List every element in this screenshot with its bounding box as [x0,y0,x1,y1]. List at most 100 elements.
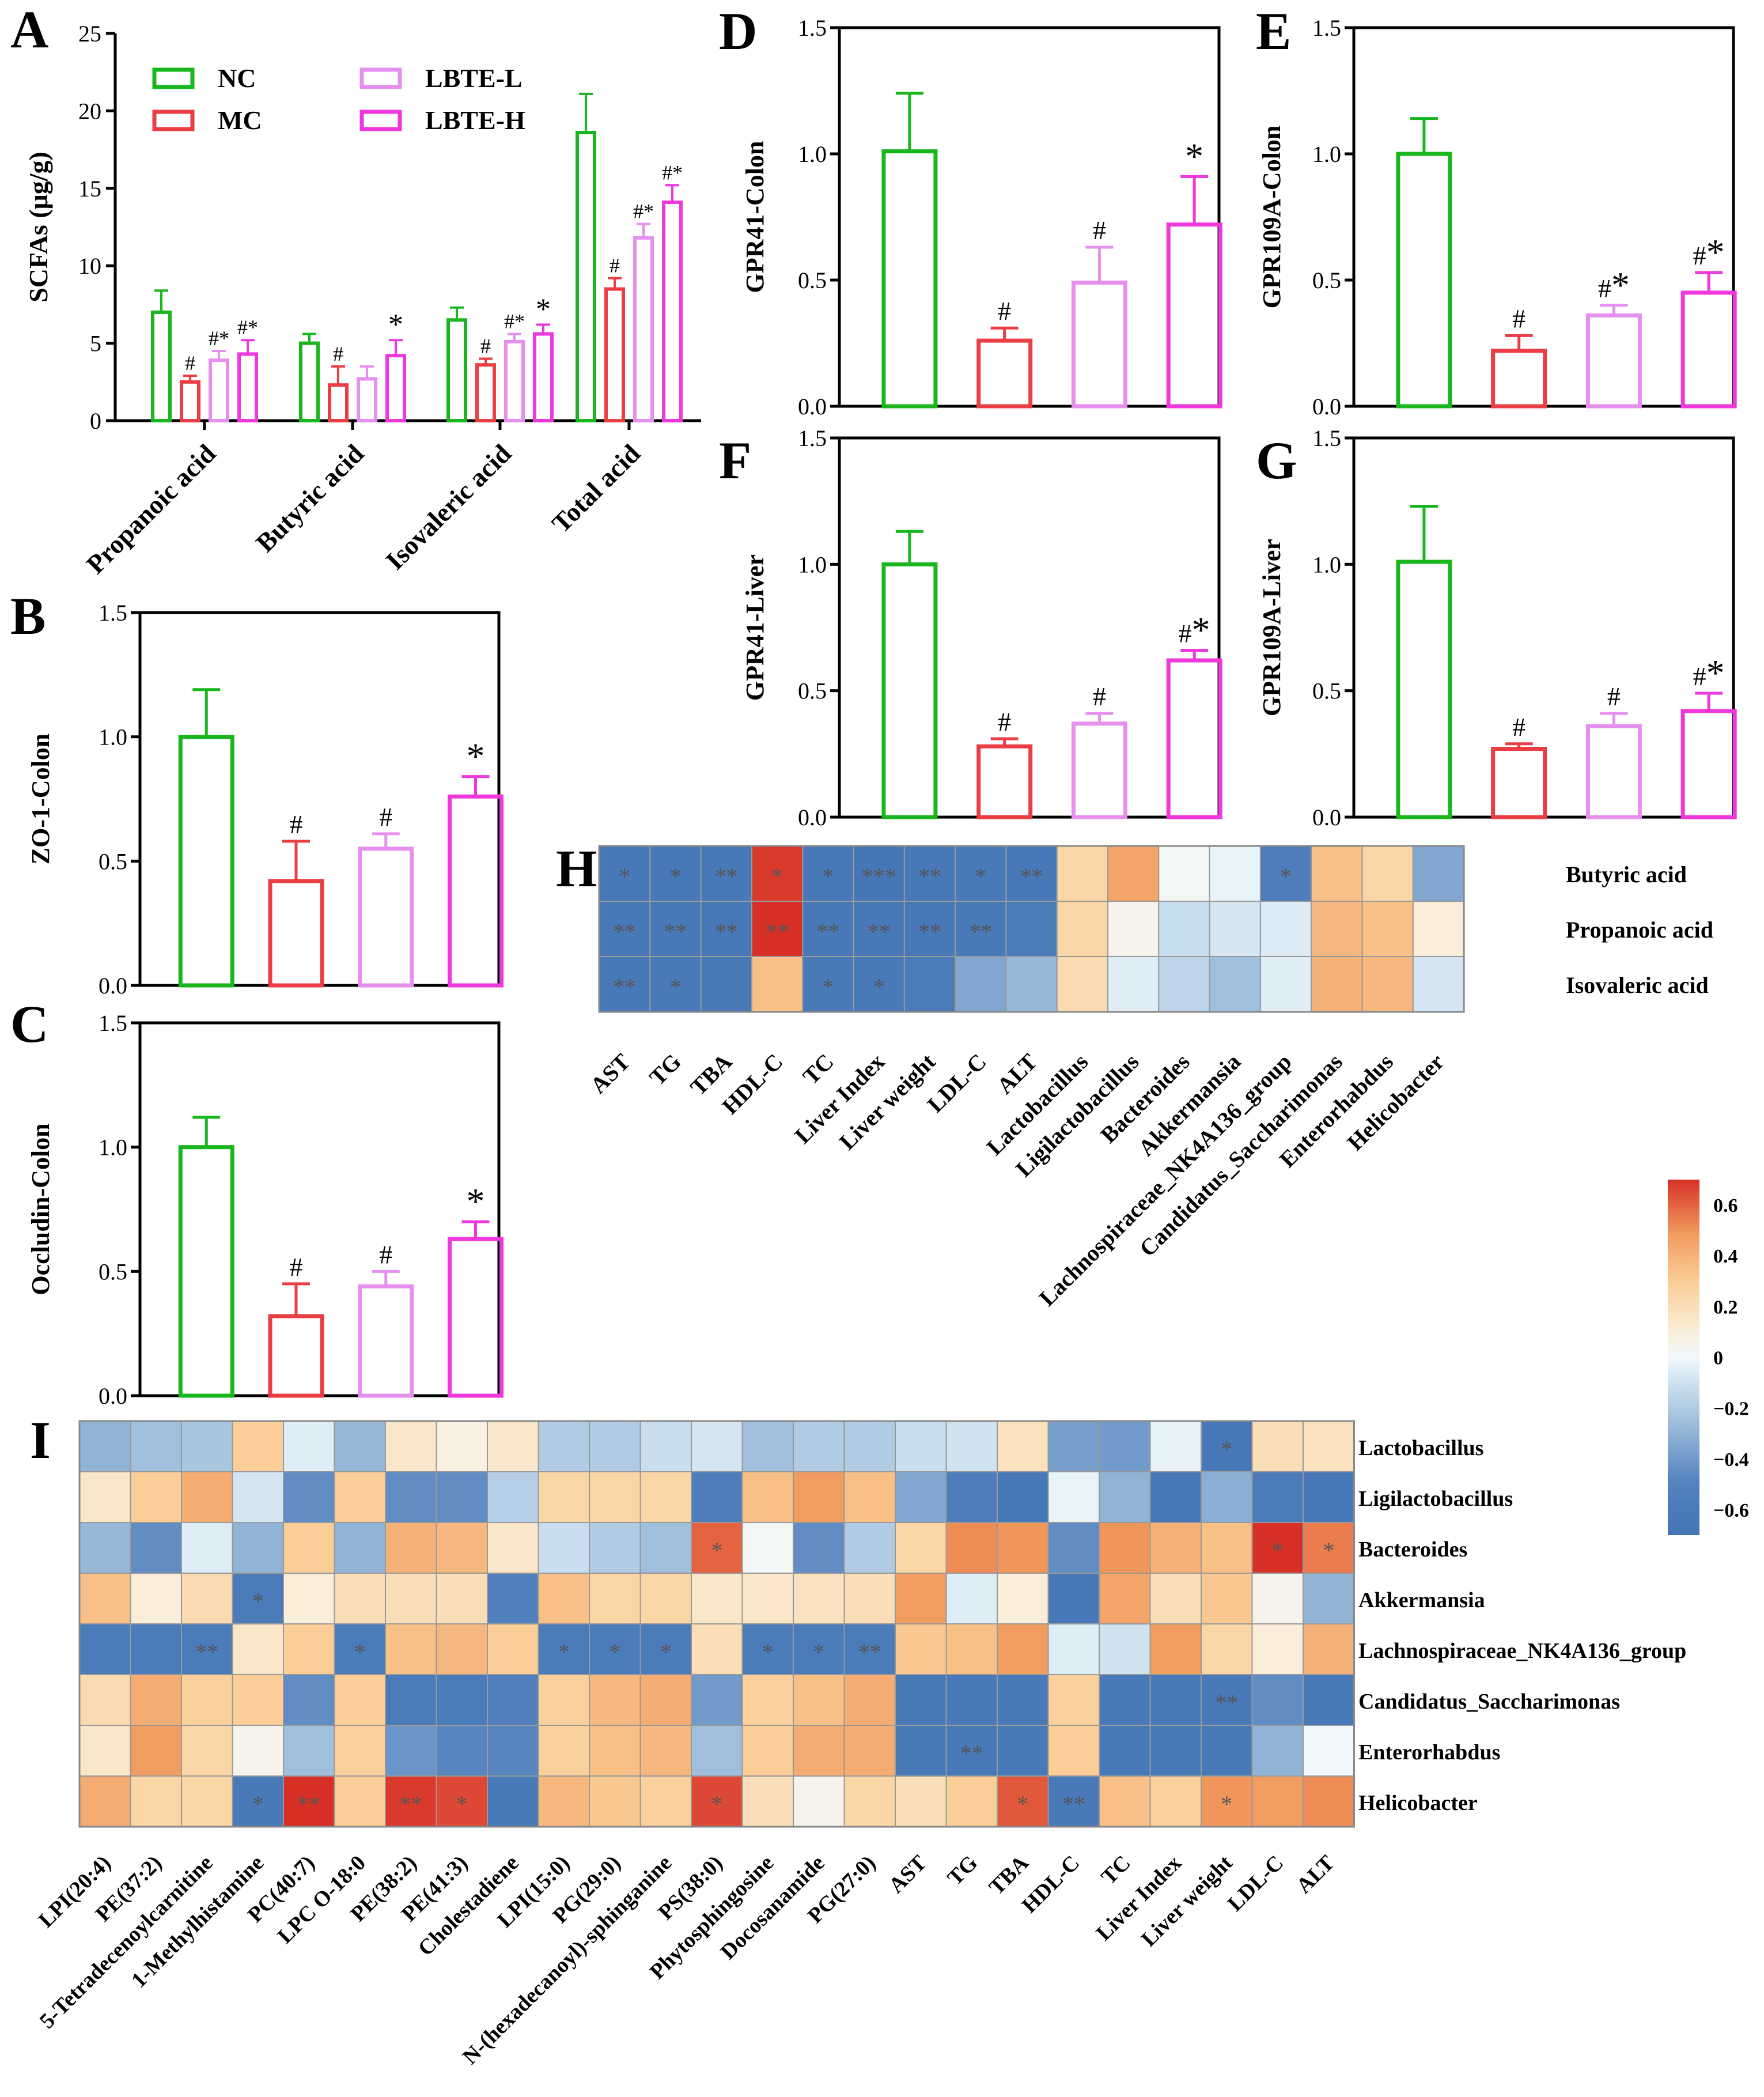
heatmap-cell [997,1420,1049,1472]
panel-label-C: C [10,995,48,1053]
heatmap-cell [1361,956,1414,1012]
panel-label-G: G [1256,431,1297,490]
heatmap-cell [1047,1725,1100,1777]
colorbar-gradient [1668,1180,1699,1535]
significance-mark: * [873,974,885,1000]
heatmap-cell [334,1725,386,1777]
heatmap-cell [1303,1775,1355,1827]
heatmap-cell [1099,1522,1151,1574]
heatmap-cell [232,1623,284,1675]
panel-label-D: D [719,2,757,61]
heatmap-cell [1149,1471,1202,1523]
heatmap-cell [436,1573,488,1624]
heatmap-cell [1251,1775,1304,1827]
significance-mark: * [975,863,986,889]
heatmap-cell [537,1420,590,1472]
panel-F: 0.0 0.5 1.0 1.5 GPR41-Liver # # #* [741,425,1222,830]
significance-mark: * [619,863,630,889]
heatmap-cell [130,1471,182,1523]
y-tick-label: 1.5 [798,15,827,41]
bar-LBTE-H [662,200,683,422]
panel-H: * * ** * * *** ** * ** *** ** ** ** ** ** ** **** * * *Buty… [585,845,1713,1311]
bar-MC [1491,349,1547,409]
heatmap-cell [436,1420,488,1472]
heatmap-cell [283,1522,335,1574]
significance-mark: # [998,707,1011,736]
heatmap-cell [895,1471,947,1523]
significance-mark: * [558,1639,570,1665]
y-tick-label: 1.5 [1312,15,1341,41]
heatmap-cell [1099,1775,1151,1827]
col-label: HDL-C [1017,1851,1084,1918]
y-tick-label: 25 [78,21,101,47]
x-tick-label: Butyric acid [250,439,369,558]
significance-mark: * [456,1791,468,1817]
heatmap-cell [1251,1623,1304,1675]
significance-mark: ** [816,919,839,944]
bar-NC [881,149,938,409]
significance-mark: ** [1215,1690,1238,1716]
heatmap-cell [843,1674,896,1726]
significance-mark: * [669,863,681,889]
heatmap-cell [385,1471,437,1523]
heatmap-cell [1311,901,1363,957]
heatmap-cell [997,1522,1049,1574]
heatmap-cell [1099,1725,1151,1777]
bar-NC [446,318,467,423]
heatmap-cell [639,1775,692,1827]
heatmap-cell [334,1471,386,1523]
panel-B: 0.0 0.5 1.0 1.5 ZO-1-Colon # # * [27,600,504,999]
bar-MC [180,380,200,422]
bar-MC [268,879,324,988]
heatmap-cell [843,1471,896,1523]
significance-mark: ** [858,1639,881,1665]
y-axis-label: GPR41-Liver [741,554,769,701]
legend-swatch-LBTE-H [359,109,402,131]
significance-mark: # [610,254,620,277]
col-label: TG [644,1049,686,1091]
heatmap-cell [1149,1573,1202,1624]
legend-label: MC [218,105,262,135]
heatmap-cell [1361,845,1414,902]
heatmap-cell [1412,956,1465,1012]
heatmap-frame [598,845,1465,1013]
bar-LBTE-H [1680,709,1737,819]
panel-I: ** * **** * * * * * * ******* ** ** * * * ** *Lactobacil… [34,1420,1686,2069]
heatmap-cell [1099,1573,1151,1624]
significance-mark: ** [868,919,891,944]
x-tick-label: Isovaleric acid [380,439,517,576]
y-tick-label: 0.5 [1312,267,1341,293]
heatmap-cell [1056,956,1108,1012]
heatmap-cell [741,1725,794,1777]
significance-mark: ** [715,919,738,944]
heatmap-cell [741,1522,794,1574]
bar-MC [475,363,496,422]
heatmap-cell [639,1674,692,1726]
panel-label-I: I [30,1411,51,1469]
heatmap-cell [487,1674,539,1726]
heatmap-cell [1201,1674,1253,1726]
heatmap-cell [1099,1674,1151,1726]
heatmap-cell [1311,845,1363,902]
heatmap-cell [232,1674,284,1726]
heatmap-cell [1251,1573,1304,1624]
heatmap-cell [1107,901,1160,957]
heatmap-cell [1259,901,1312,957]
bar-NC [881,562,938,819]
y-tick-label: 15 [78,176,101,202]
heatmap-cell [1047,1420,1100,1472]
heatmap-cell [691,1522,743,1574]
significance-mark: # [1512,304,1525,333]
heatmap-cell [334,1674,386,1726]
heatmap-cell [537,1471,590,1523]
heatmap-cell [793,1420,845,1472]
y-tick-label: 0.0 [1312,804,1341,830]
heatmap-frame [78,1420,1355,1828]
significance-mark: * [536,293,551,326]
heatmap-cell [853,956,905,1012]
heatmap-cell [1303,1674,1355,1726]
row-label: Bacteroides [1358,1537,1467,1562]
bar-NC [576,131,596,422]
heatmap-cell [1149,1674,1202,1726]
x-tick-label: Propanoic acid [81,439,221,579]
